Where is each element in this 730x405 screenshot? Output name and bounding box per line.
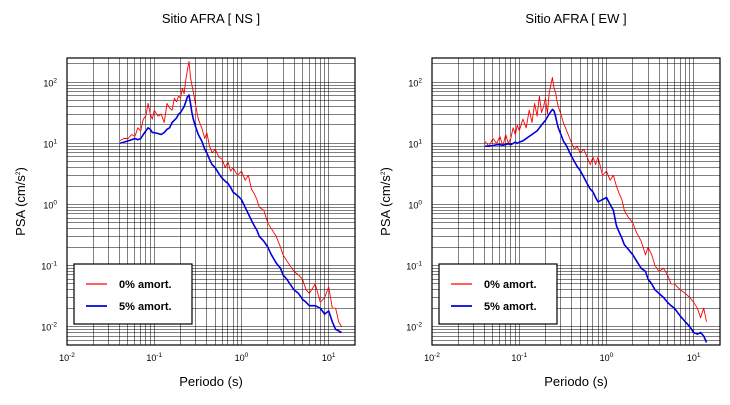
chart-panel-ns: Sitio AFRA [ NS ] 10-2 10-1 100 101 10-2 10-1 1… — [13, 11, 356, 389]
x-tick-label: 100 — [235, 352, 249, 363]
x-tick-label: 10-1 — [146, 352, 162, 363]
legend-box — [438, 263, 558, 325]
y-tick-label: 101 — [408, 138, 422, 149]
y-tick-label: 10-2 — [406, 322, 422, 333]
x-tick-label: 10-2 — [424, 352, 440, 363]
series-line-0pct — [484, 77, 707, 322]
x-tick-label: 10-1 — [511, 352, 527, 363]
legend-label: 5% amort. — [119, 301, 172, 313]
chart-title: Sitio AFRA [ EW ] — [525, 11, 626, 26]
legend-label: 0% amort. — [484, 279, 537, 291]
chart-panel-ew: Sitio AFRA [ EW ] 10-2 10-1 100 101 10-2 10-1 1… — [378, 11, 721, 389]
y-tick-label: 100 — [43, 199, 57, 210]
legend: 0% amort. 5% amort. — [438, 263, 558, 325]
y-tick-label: 102 — [408, 77, 422, 88]
x-axis-label: Periodo (s) — [544, 374, 608, 389]
y-axis-label: PSA (cm/s2) — [378, 167, 393, 236]
series-line-5pct — [484, 108, 708, 343]
series-line-0pct — [119, 60, 342, 327]
y-tick-label: 10-2 — [41, 322, 57, 333]
y-tick-label: 102 — [43, 77, 57, 88]
y-tick-label: 100 — [408, 199, 422, 210]
x-tick-label: 101 — [322, 352, 336, 363]
chart-title: Sitio AFRA [ NS ] — [162, 11, 260, 26]
y-tick-label: 10-1 — [406, 261, 422, 272]
grid — [432, 58, 720, 345]
y-axis-label: PSA (cm/s2) — [13, 167, 28, 236]
legend-label: 5% amort. — [484, 301, 537, 313]
x-tick-label: 101 — [687, 352, 701, 363]
legend-box — [73, 263, 193, 325]
series-line-5pct — [119, 94, 342, 334]
x-axis-label: Periodo (s) — [179, 374, 243, 389]
legend: 0% amort. 5% amort. — [73, 263, 193, 325]
y-tick-label: 101 — [43, 138, 57, 149]
x-tick-label: 10-2 — [59, 352, 75, 363]
plot-frame — [66, 57, 356, 346]
plot-frame — [431, 57, 721, 346]
x-tick-label: 100 — [600, 352, 614, 363]
legend-label: 0% amort. — [119, 279, 172, 291]
grid — [67, 58, 355, 345]
y-tick-label: 10-1 — [41, 261, 57, 272]
